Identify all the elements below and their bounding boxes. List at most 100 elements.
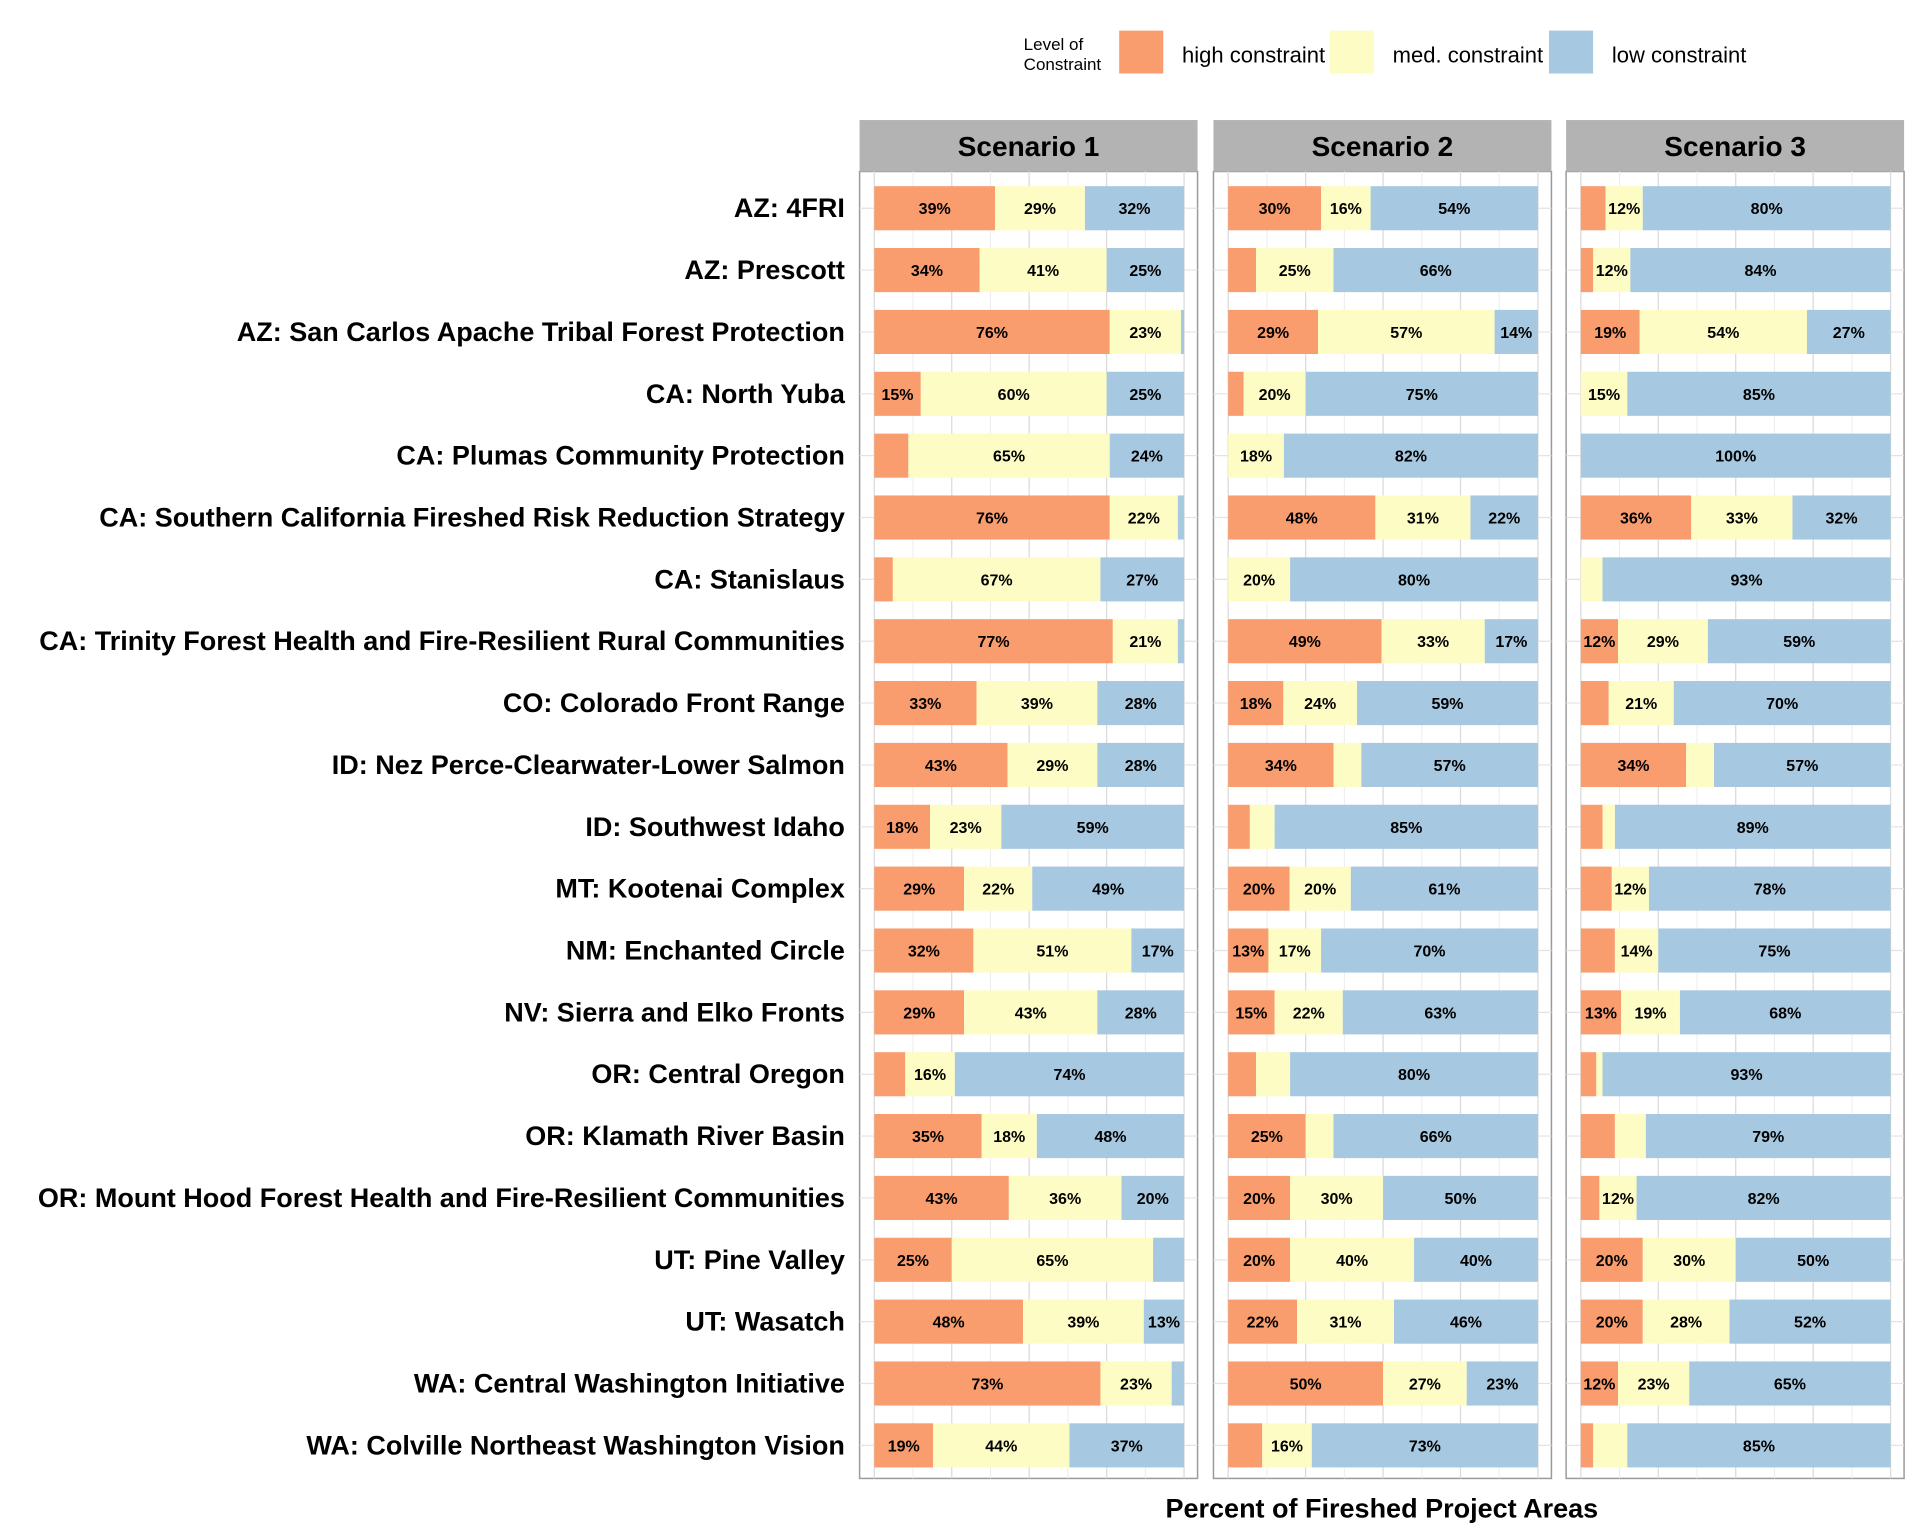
bar-value-label: 29% <box>903 882 935 899</box>
bar-segment <box>1084 186 1185 231</box>
bar-segment <box>1645 1114 1891 1159</box>
row-label: CO: Colorado Front Range <box>503 688 845 718</box>
bar-segment <box>1642 1299 1730 1344</box>
bar-segment <box>1689 1361 1891 1406</box>
bar-segment <box>1143 1299 1185 1344</box>
bar-value-label: 43% <box>926 1191 958 1208</box>
bar-value-label: 65% <box>1774 1377 1806 1394</box>
bar-segment <box>1580 495 1692 540</box>
row-label: WA: Colville Northeast Washington Vision <box>306 1430 845 1460</box>
bar-segment <box>1617 619 1708 664</box>
bar-segment <box>1290 1237 1415 1282</box>
bar-segment <box>951 1237 1154 1282</box>
bar-value-label: 74% <box>1053 1067 1085 1084</box>
bar-value-label: 51% <box>1036 944 1068 961</box>
bar-segment <box>1617 1361 1690 1406</box>
bar-segment <box>1228 681 1284 726</box>
bar-value-label: 43% <box>1015 1005 1047 1022</box>
bar-value-label: 15% <box>1588 387 1620 404</box>
row-label: ID: Nez Perce-Clearwater-Lower Salmon <box>332 750 845 780</box>
bar-value-label: 40% <box>1336 1253 1368 1270</box>
bar-value-label: 20% <box>1596 1253 1628 1270</box>
row-label: NV: Sierra and Elko Fronts <box>504 997 845 1027</box>
bar-value-label: 61% <box>1428 882 1460 899</box>
bar-segment <box>1466 1361 1538 1406</box>
bar-value-label: 24% <box>1131 449 1163 466</box>
bar-value-label: 59% <box>1077 820 1109 837</box>
bar-segment <box>1228 742 1334 787</box>
bar-value-label: 35% <box>912 1129 944 1146</box>
bar-segment <box>933 1423 1070 1468</box>
bar-value-label: 40% <box>1460 1253 1492 1270</box>
bar-value-label: 59% <box>1431 696 1463 713</box>
bar-value-label: 76% <box>976 511 1008 528</box>
bar-segment <box>1580 866 1612 911</box>
bar-segment <box>874 1299 1023 1344</box>
bar-segment <box>1305 371 1538 416</box>
row-label: OR: Mount Hood Forest Health and Fire-Re… <box>38 1183 845 1213</box>
bar-value-label: 80% <box>1398 1067 1430 1084</box>
bar-segment <box>1228 1423 1263 1468</box>
bar-value-label: 100% <box>1715 449 1756 466</box>
row-label: CA: Plumas Community Protection <box>396 441 845 471</box>
bar-segment <box>1580 928 1615 973</box>
bar-segment <box>1580 681 1609 726</box>
bar-segment <box>874 1423 934 1468</box>
bar-value-label: 41% <box>1027 263 1059 280</box>
bar-segment <box>1333 742 1362 787</box>
bar-value-label: 68% <box>1769 1005 1801 1022</box>
bar-segment <box>1256 248 1334 293</box>
bar-value-label: 20% <box>1243 1191 1275 1208</box>
bar-segment <box>1593 1423 1628 1468</box>
bar-value-label: 65% <box>1036 1253 1068 1270</box>
row-label: CA: Southern California Fireshed Risk Re… <box>99 503 845 533</box>
bar-value-label: 50% <box>1797 1253 1829 1270</box>
bar-segment <box>1580 557 1603 602</box>
bar-value-label: 34% <box>1617 758 1649 775</box>
bar-value-label: 29% <box>1024 201 1056 218</box>
bar-segment <box>1580 1052 1597 1097</box>
bar-segment <box>1171 1361 1185 1406</box>
bar-segment <box>1729 1299 1891 1344</box>
row-label: OR: Central Oregon <box>591 1059 845 1089</box>
row-label: CA: Stanislaus <box>654 564 845 594</box>
bar-segment <box>1318 309 1495 354</box>
bar-segment <box>1580 742 1687 787</box>
bar-value-label: 20% <box>1243 1253 1275 1270</box>
bar-value-label: 44% <box>985 1438 1017 1455</box>
legend-title: Level of <box>1024 35 1084 54</box>
bar-value-label: 16% <box>1330 201 1362 218</box>
bar-value-label: 85% <box>1390 820 1422 837</box>
bar-value-label: 22% <box>1247 1315 1279 1332</box>
bar-value-label: 85% <box>1743 1438 1775 1455</box>
bar-segment <box>874 619 1113 664</box>
bar-segment <box>1228 866 1290 911</box>
bar-value-label: 12% <box>1583 634 1615 651</box>
bar-value-label: 23% <box>1120 1377 1152 1394</box>
bar-value-label: 28% <box>1125 696 1157 713</box>
bar-segment <box>1599 1175 1637 1220</box>
bar-segment <box>874 433 909 478</box>
bar-segment <box>1333 1114 1538 1159</box>
bar-segment <box>1032 866 1185 911</box>
bar-segment <box>874 1114 982 1159</box>
bar-value-label: 73% <box>1409 1438 1441 1455</box>
row-label: ID: Southwest Idaho <box>585 812 845 842</box>
bar-segment <box>1268 928 1322 973</box>
bar-value-label: 80% <box>1751 201 1783 218</box>
bar-segment <box>1131 928 1185 973</box>
bar-segment <box>1381 619 1485 664</box>
bar-value-label: 59% <box>1783 634 1815 651</box>
bar-segment <box>1580 371 1628 416</box>
bar-segment <box>1097 681 1185 726</box>
bar-value-label: 66% <box>1420 1129 1452 1146</box>
bar-value-label: 65% <box>993 449 1025 466</box>
bar-value-label: 23% <box>1638 1377 1670 1394</box>
bar-segment <box>1097 990 1185 1035</box>
bar-segment <box>1228 433 1284 478</box>
bar-segment <box>1642 1237 1736 1282</box>
bar-value-label: 77% <box>978 634 1010 651</box>
bar-value-label: 57% <box>1390 325 1422 342</box>
strip-1 <box>859 120 1198 172</box>
bar-segment <box>1262 1423 1312 1468</box>
